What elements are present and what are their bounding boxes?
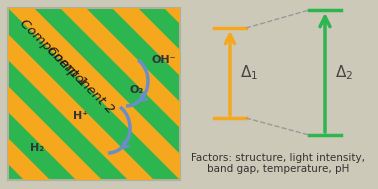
- Text: O₂: O₂: [130, 85, 144, 95]
- Text: OH⁻: OH⁻: [151, 55, 175, 65]
- Polygon shape: [0, 8, 154, 180]
- Polygon shape: [216, 8, 378, 180]
- Text: Component 2: Component 2: [44, 44, 116, 116]
- Polygon shape: [372, 8, 378, 180]
- Text: Factors: structure, light intensity,: Factors: structure, light intensity,: [191, 153, 365, 163]
- Text: H⁺: H⁺: [73, 111, 88, 121]
- Bar: [8, 8, 180, 180]
- Polygon shape: [320, 8, 378, 180]
- Text: band gap, temperature, pH: band gap, temperature, pH: [207, 164, 349, 174]
- Text: Component 1: Component 1: [17, 17, 89, 89]
- Polygon shape: [112, 8, 310, 180]
- Polygon shape: [8, 8, 206, 180]
- Text: $\Delta_1$: $\Delta_1$: [240, 64, 258, 82]
- Polygon shape: [0, 8, 50, 180]
- Text: H₂: H₂: [30, 143, 44, 153]
- Polygon shape: [164, 8, 362, 180]
- Text: $\Delta_2$: $\Delta_2$: [335, 63, 353, 82]
- Polygon shape: [0, 8, 102, 180]
- Polygon shape: [268, 8, 378, 180]
- Polygon shape: [60, 8, 258, 180]
